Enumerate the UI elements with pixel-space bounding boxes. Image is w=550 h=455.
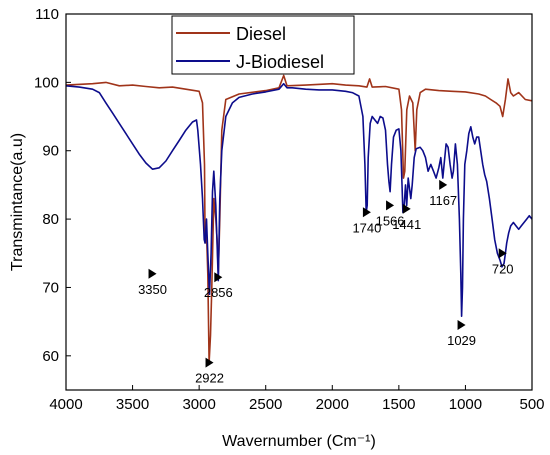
peak-label: 720 bbox=[492, 261, 514, 276]
x-tick-label: 1000 bbox=[449, 396, 482, 413]
legend-box bbox=[171, 15, 355, 75]
peak-marker bbox=[498, 248, 507, 259]
series-line-diesel bbox=[65, 74, 533, 364]
peak-label: 1029 bbox=[447, 333, 476, 348]
peak-label: 1566 bbox=[376, 213, 405, 228]
plot-frame bbox=[65, 13, 533, 391]
peak-label: 2856 bbox=[204, 285, 233, 300]
x-tick-label: 3500 bbox=[116, 396, 149, 413]
peak-marker bbox=[205, 357, 214, 368]
x-axis-label: Wavernumber (Cm⁻¹) bbox=[222, 433, 376, 450]
legend-label-j-biodiesel: J-Biodiesel bbox=[236, 52, 324, 72]
x-tick-label: 1500 bbox=[382, 396, 415, 413]
x-tick-label: 4000 bbox=[49, 396, 82, 413]
axes: 4000 3500 3000 2500 2000 1500 1000 500 60 70 80 90 1… bbox=[34, 6, 545, 413]
peak-label: 3350 bbox=[138, 282, 167, 297]
peak-marker bbox=[362, 207, 371, 218]
y-tick-label: 90 bbox=[42, 143, 59, 160]
peak-label: 1441 bbox=[392, 217, 421, 232]
peak-marker bbox=[148, 268, 157, 279]
peak-marker bbox=[214, 272, 223, 283]
series-layer bbox=[65, 74, 533, 364]
x-tick-label: 3000 bbox=[182, 396, 215, 413]
y-tick-label: 100 bbox=[34, 74, 59, 91]
legend-label-diesel: Diesel bbox=[236, 24, 286, 44]
legend: Diesel J-Biodiesel bbox=[171, 15, 355, 75]
y-axis-label: Transmintance(a.u) bbox=[9, 133, 26, 271]
x-tick-label: 2000 bbox=[316, 396, 349, 413]
peak-label: 1167 bbox=[429, 193, 457, 208]
peak-marker bbox=[386, 200, 395, 211]
x-tick-label: 500 bbox=[519, 396, 544, 413]
y-tick-label: 80 bbox=[42, 211, 59, 228]
peak-marker bbox=[402, 203, 411, 214]
x-tick-label: 2500 bbox=[249, 396, 282, 413]
peak-label: 2922 bbox=[195, 371, 224, 386]
peak-marker bbox=[439, 179, 448, 190]
series-line-j-biodiesel bbox=[65, 82, 533, 317]
peak-marker bbox=[457, 320, 466, 331]
peak-label: 1740 bbox=[352, 220, 381, 235]
y-tick-label: 60 bbox=[42, 348, 59, 365]
y-tick-label: 110 bbox=[35, 6, 59, 23]
y-tick-label: 70 bbox=[42, 279, 59, 296]
